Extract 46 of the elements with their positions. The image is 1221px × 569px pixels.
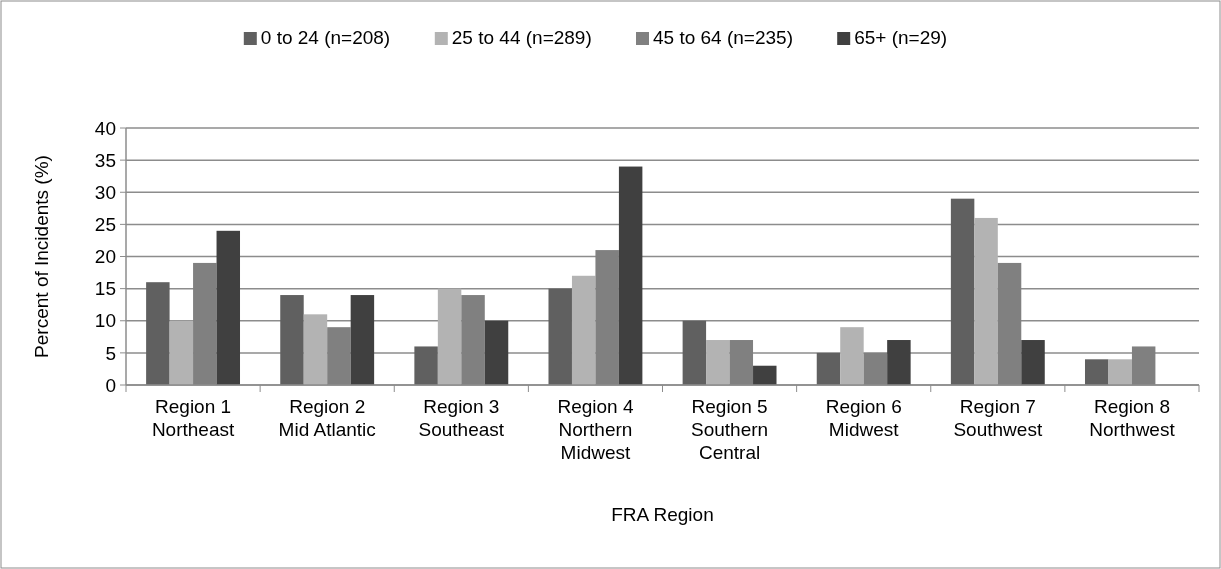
bar: [1084, 359, 1109, 385]
y-tick-label: 20: [94, 246, 116, 268]
bar: [303, 314, 328, 385]
bar: [816, 352, 841, 385]
y-tick-label: 10: [94, 310, 116, 332]
x-tick-label: Region 8 Northwest: [1089, 396, 1176, 440]
x-tick-label: Region 4 Northern Midwest: [557, 396, 634, 463]
bar: [571, 275, 596, 385]
bar: [484, 320, 509, 385]
x-tick-label: Region 5 Southern Central: [691, 396, 769, 463]
y-tick-label: 15: [94, 278, 116, 300]
bar: [169, 320, 194, 385]
bar: [1021, 340, 1045, 385]
bar: [753, 365, 777, 385]
x-tick-label: Region 6 Midwest: [825, 396, 902, 440]
y-tick-label: 30: [94, 181, 116, 203]
bar: [682, 320, 707, 385]
x-tick-label: Region 7 Southwest: [953, 396, 1043, 440]
legend-label: 0 to 24 (n=208): [260, 27, 391, 48]
bar: [437, 288, 462, 385]
bar: [618, 166, 643, 385]
bar: [216, 230, 241, 385]
bar: [414, 346, 438, 385]
y-tick-label: 5: [105, 342, 116, 364]
legend-label: 45 to 64 (n=235): [653, 27, 793, 48]
legend-label: 25 to 44 (n=289): [451, 27, 592, 48]
bar: [950, 198, 975, 385]
y-tick-label: 40: [94, 117, 116, 139]
bar: [974, 217, 998, 385]
y-tick-label: 0: [105, 374, 116, 396]
bar: [840, 327, 864, 385]
bar: [548, 288, 572, 385]
bar: [280, 295, 304, 385]
x-tick-label: Region 3 Southeast: [418, 396, 505, 440]
x-tick-label: Region 1 Northeast: [151, 396, 235, 440]
bar: [1108, 359, 1132, 385]
y-axis-title: Percent of Incidents (%): [31, 155, 52, 358]
bar: [146, 282, 170, 385]
y-tick-label: 25: [94, 214, 116, 236]
x-axis-title: FRA Region: [611, 504, 714, 525]
x-tick-label: Region 2 Mid Atlantic: [278, 396, 376, 440]
bar: [887, 340, 911, 385]
bar: [350, 295, 375, 385]
bar: [706, 340, 730, 385]
legend-label: 65+ (n=29): [854, 27, 948, 48]
y-tick-label: 35: [94, 149, 116, 171]
